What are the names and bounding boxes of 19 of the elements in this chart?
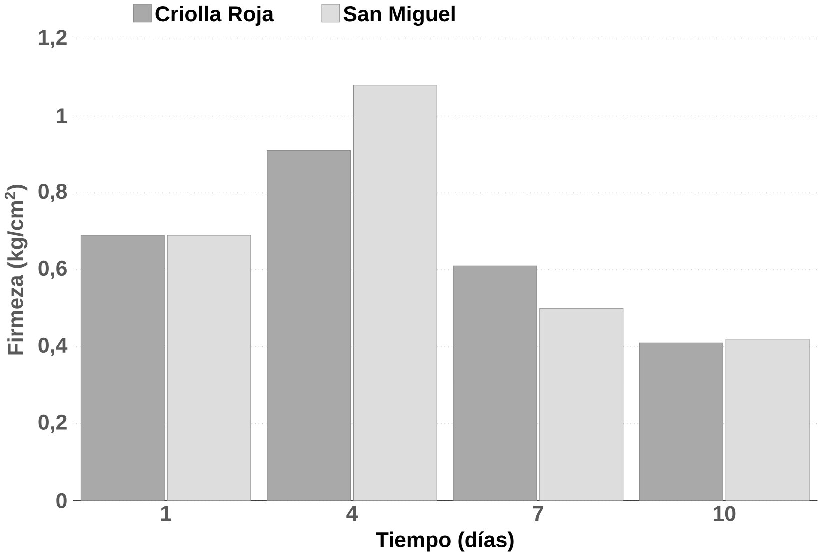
legend-label: San Miguel: [344, 6, 455, 26]
legend-label: Criolla Roja: [156, 6, 274, 26]
x-axis-title: Tiempo (días): [376, 532, 514, 552]
y-tick-label: 1: [57, 108, 68, 124]
y-tick-label: 0,8: [38, 184, 68, 202]
bar: [540, 308, 624, 502]
x-tick-label: 10: [714, 506, 736, 522]
bar: [167, 235, 252, 502]
y-tick-label: 0,6: [38, 261, 67, 280]
bar: [353, 85, 438, 502]
x-tick-label: 1: [161, 506, 172, 522]
x-tick-label: 7: [533, 506, 544, 522]
bar: [726, 339, 810, 502]
y-tick-label: 1,2: [39, 30, 67, 48]
y-axis-title: Firmeza (kg/cm$^{2}$): [4, 185, 28, 355]
y-tick-label: 0,2: [38, 414, 67, 434]
x-tick-label: 4: [346, 506, 358, 522]
y-tick-label: 0,4: [38, 338, 68, 356]
y-tick-label: 0: [56, 493, 67, 509]
